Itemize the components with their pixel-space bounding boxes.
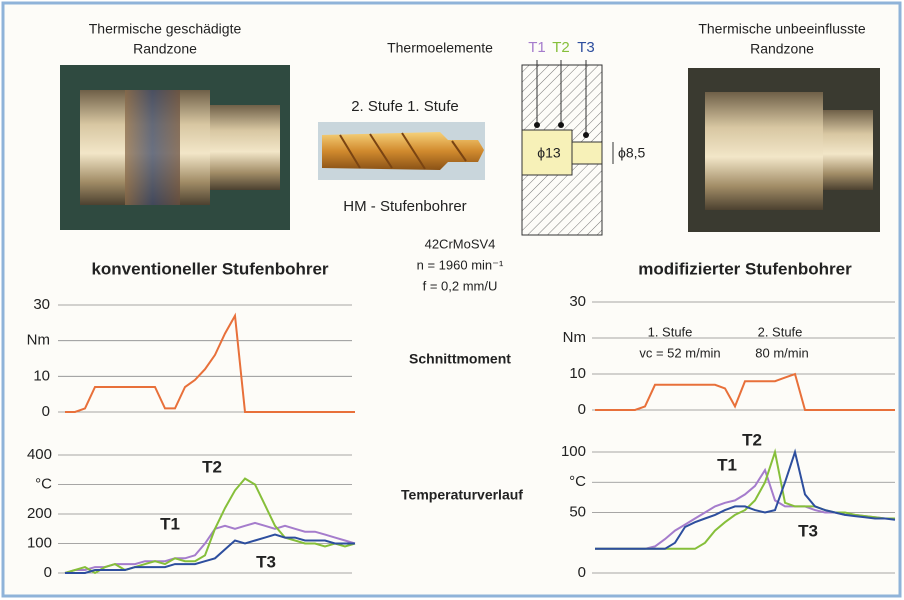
material: 42CrMoSV4 xyxy=(425,236,496,251)
row-label: Schnittmoment xyxy=(409,351,511,367)
y-tick-label: 50 xyxy=(569,503,586,520)
photo-unaffected xyxy=(688,68,880,232)
thermocouple-name: T1 xyxy=(528,39,546,56)
bore-diagram xyxy=(522,60,613,235)
y-tick-label: 0 xyxy=(578,564,586,581)
photo-caption: Randzone xyxy=(750,41,814,57)
y-tick-label: 100 xyxy=(27,534,52,551)
row-label: Temperaturverlauf xyxy=(401,487,523,503)
thermocouple-name: T3 xyxy=(577,39,595,56)
y-tick-label: 10 xyxy=(33,367,50,384)
y-tick-label: 0 xyxy=(44,564,52,581)
y-tick-label: 400 xyxy=(27,446,52,463)
series-label: T2 xyxy=(742,430,762,449)
photo-caption: Randzone xyxy=(133,41,197,57)
y-tick-label: 0 xyxy=(578,401,586,418)
y-tick-label: 30 xyxy=(569,293,586,310)
figure: Thermische geschädigte Randzone Thermisc… xyxy=(0,0,904,600)
bore-diameter: ϕ8,5 xyxy=(618,145,646,161)
annotation: vc = 52 m/min xyxy=(639,345,720,360)
y-tick-label: 10 xyxy=(569,365,586,382)
drill-photo xyxy=(318,122,485,180)
y-tick-label: 100 xyxy=(561,443,586,460)
series-label: T1 xyxy=(717,455,737,474)
chart-title: konventioneller Stufenbohrer xyxy=(91,259,328,278)
y-tick-label: 200 xyxy=(27,505,52,522)
chart-title: modifizierter Stufenbohrer xyxy=(638,259,852,278)
photo-caption: Thermische unbeeinflusste xyxy=(698,21,866,37)
series-label: T1 xyxy=(160,514,180,533)
y-tick-label: °C xyxy=(569,473,586,490)
bore-diameter: ϕ13 xyxy=(537,145,561,161)
annotation: 2. Stufe xyxy=(758,324,803,339)
series-label: T2 xyxy=(202,457,222,476)
annotation: 1. Stufe xyxy=(648,324,693,339)
annotation: 80 m/min xyxy=(755,345,808,360)
y-tick-label: Nm xyxy=(563,329,586,346)
series-label: T3 xyxy=(256,552,276,571)
y-tick-label: Nm xyxy=(27,332,50,349)
drill-stages: 2. Stufe 1. Stufe xyxy=(351,98,459,115)
series-label: T3 xyxy=(798,521,818,540)
photo-damaged xyxy=(60,65,290,230)
speed: n = 1960 min⁻¹ xyxy=(417,257,504,272)
thermocouple-name: T2 xyxy=(552,39,570,56)
feed: f = 0,2 mm/U xyxy=(423,278,498,293)
y-tick-label: °C xyxy=(35,475,52,492)
drill-name: HM - Stufenbohrer xyxy=(343,198,466,215)
thermocouple-label: Thermoelemente xyxy=(387,40,493,56)
photo-caption: Thermische geschädigte xyxy=(89,21,242,37)
y-tick-label: 0 xyxy=(42,403,50,420)
y-tick-label: 30 xyxy=(33,296,50,313)
